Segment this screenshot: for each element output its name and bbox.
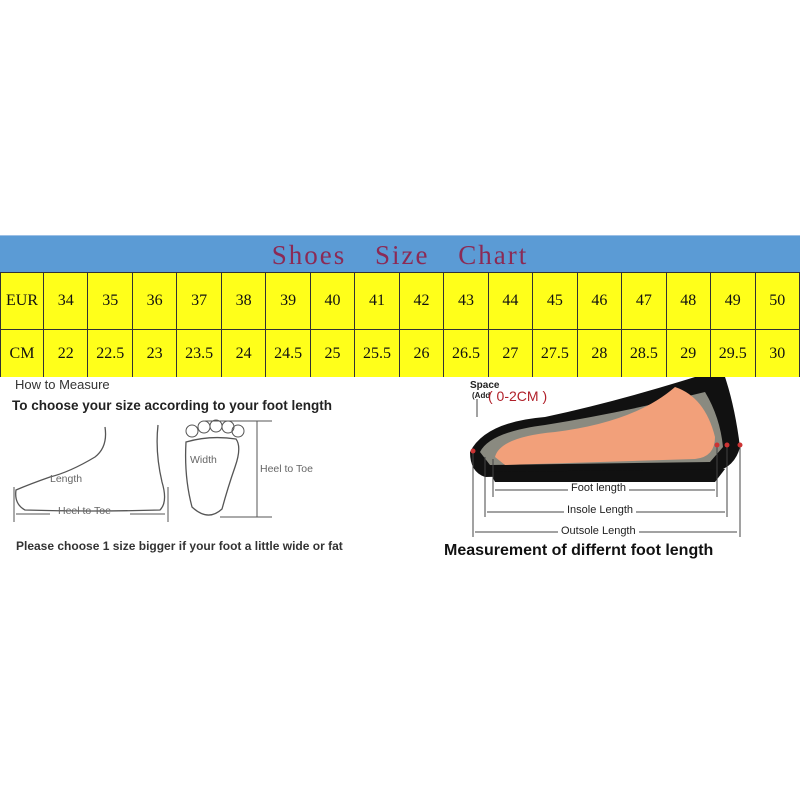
table-row-eur: EUR 34 35 36 37 38 39 40 41 42 43 44 45 46 47 48 49 50 bbox=[0, 272, 800, 330]
space-value: ( 0-2CM ) bbox=[488, 388, 548, 404]
size-note: Please choose 1 size bigger if your foot… bbox=[16, 539, 343, 553]
measurement-section: How to Measure To choose your size accor… bbox=[0, 377, 800, 567]
foot-length-label: Foot length bbox=[568, 482, 630, 494]
sole-illustration bbox=[184, 419, 272, 518]
row-label: EUR bbox=[0, 272, 44, 330]
size-cell: 41 bbox=[354, 272, 400, 330]
foot-length-caption: Measurement of differnt foot length bbox=[444, 542, 714, 559]
width-label: Width bbox=[190, 454, 217, 466]
size-cell: 34 bbox=[42, 272, 89, 330]
size-cell: 44 bbox=[487, 272, 534, 330]
how-to-measure-heading: How to Measure bbox=[15, 377, 110, 392]
size-cell: 29 bbox=[665, 329, 712, 378]
how-to-measure-subheading: To choose your size according to your fo… bbox=[12, 398, 333, 413]
size-cell: 37 bbox=[176, 272, 222, 330]
size-cell: 22.5 bbox=[87, 329, 133, 378]
side-foot-illustration bbox=[13, 424, 169, 522]
size-cell: 42 bbox=[398, 272, 445, 330]
size-cell: 48 bbox=[665, 272, 712, 330]
space-label: Space bbox=[470, 380, 500, 391]
size-cell: 47 bbox=[621, 272, 667, 330]
size-cell: 35 bbox=[87, 272, 133, 330]
size-cell: 39 bbox=[265, 272, 311, 330]
size-cell: 26.5 bbox=[443, 329, 489, 378]
heel-to-toe-label-side: Heel to Toe bbox=[58, 505, 111, 517]
size-cell: 23.5 bbox=[176, 329, 222, 378]
size-cell: 29.5 bbox=[710, 329, 756, 378]
insole-length-label: Insole Length bbox=[564, 504, 637, 516]
size-cell: 28.5 bbox=[621, 329, 667, 378]
size-cell: 38 bbox=[220, 272, 267, 330]
size-cell: 24.5 bbox=[265, 329, 311, 378]
size-cell: 27 bbox=[487, 329, 534, 378]
size-cell: 24 bbox=[220, 329, 267, 378]
size-cell: 27.5 bbox=[532, 329, 578, 378]
heel-to-toe-label-sole: Heel to Toe bbox=[260, 463, 313, 475]
size-cell: 26 bbox=[398, 329, 445, 378]
size-cell: 36 bbox=[131, 272, 178, 330]
table-row-cm: CM 22 22.5 23 23.5 24 24.5 25 25.5 26 26.5 27 27.5 28… bbox=[0, 329, 800, 378]
size-table: EUR 34 35 36 37 38 39 40 41 42 43 44 45 46 47 48 49 50 CM… bbox=[0, 272, 800, 378]
length-label: Length bbox=[50, 473, 83, 485]
add-label: (Add bbox=[472, 391, 491, 400]
outsole-length-label: Outsole Length bbox=[558, 525, 639, 537]
size-cell: 28 bbox=[576, 329, 623, 378]
size-cell: 40 bbox=[309, 272, 356, 330]
size-cell: 22 bbox=[42, 329, 89, 378]
size-cell: 25.5 bbox=[354, 329, 400, 378]
size-cell: 25 bbox=[309, 329, 356, 378]
shoe-cross-section-illustration bbox=[470, 377, 743, 537]
title-banner: Shoes Size Chart bbox=[0, 235, 800, 273]
size-cell: 23 bbox=[131, 329, 178, 378]
size-cell: 45 bbox=[532, 272, 578, 330]
size-cell: 49 bbox=[710, 272, 756, 330]
size-cell: 30 bbox=[754, 329, 800, 378]
size-cell: 43 bbox=[443, 272, 489, 330]
size-cell: 50 bbox=[754, 272, 800, 330]
chart-title: Shoes Size Chart bbox=[271, 240, 529, 270]
size-cell: 46 bbox=[576, 272, 623, 330]
row-label: CM bbox=[0, 329, 44, 378]
